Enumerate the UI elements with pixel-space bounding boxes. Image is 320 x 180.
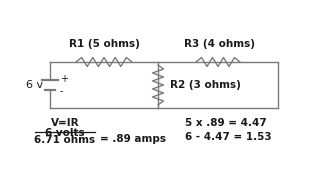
Text: 6 - 4.47 = 1.53: 6 - 4.47 = 1.53: [185, 132, 272, 142]
Text: -: -: [60, 86, 63, 96]
Text: R1 (5 ohms): R1 (5 ohms): [68, 39, 140, 49]
Text: 5 x .89 = 4.47: 5 x .89 = 4.47: [185, 118, 267, 128]
Text: R3 (4 ohms): R3 (4 ohms): [185, 39, 255, 49]
Text: R2 (3 ohms): R2 (3 ohms): [170, 80, 241, 90]
Text: 6.71 ohms: 6.71 ohms: [35, 135, 96, 145]
Text: 6 v: 6 v: [26, 80, 43, 90]
Text: V=IR: V=IR: [51, 118, 79, 128]
Text: +: +: [60, 74, 68, 84]
Text: = .89 amps: = .89 amps: [100, 134, 166, 144]
Text: 6 volts: 6 volts: [45, 128, 85, 138]
